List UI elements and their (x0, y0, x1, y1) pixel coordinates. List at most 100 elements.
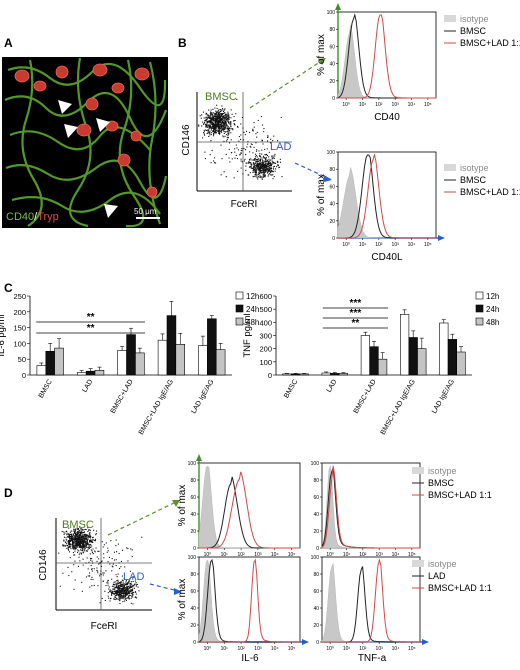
event-dot (262, 164, 264, 166)
event-dot (268, 169, 270, 171)
event-dot (206, 126, 208, 128)
event-dot (113, 583, 115, 585)
event-dot (231, 152, 233, 154)
event-dot (82, 544, 84, 546)
event-dot (73, 564, 75, 566)
event-dot (124, 589, 126, 591)
event-dot (74, 545, 76, 547)
event-dot (100, 561, 102, 563)
event-dot (207, 117, 209, 119)
event-dot (87, 543, 89, 545)
event-dot (276, 164, 278, 166)
event-dot (260, 116, 262, 118)
x-tick-label: 10⁰ (326, 552, 334, 558)
gate-label-bmsc-d: BMSC (62, 519, 94, 531)
event-dot (70, 540, 72, 542)
event-dot (71, 536, 73, 538)
event-dot (253, 170, 255, 172)
event-dot (279, 166, 281, 168)
event-dot (107, 582, 109, 584)
event-dot (122, 580, 124, 582)
event-dot (209, 124, 211, 126)
event-dot (204, 151, 206, 153)
event-dot (234, 148, 236, 150)
event-dot (89, 532, 91, 534)
event-dot (102, 546, 104, 548)
y-tick-label: 500 (259, 305, 272, 314)
bar-24h (126, 334, 136, 376)
event-dot (130, 548, 132, 550)
event-dot (245, 169, 247, 171)
event-dot (240, 152, 242, 154)
event-dot (209, 120, 211, 122)
event-dot (227, 121, 229, 123)
event-dot (104, 599, 106, 601)
event-dot (265, 156, 267, 158)
event-dot (248, 174, 250, 176)
event-dot (223, 126, 225, 128)
bar-12h (282, 373, 292, 376)
event-dot (118, 597, 120, 599)
event-dot (254, 168, 256, 170)
event-dot (233, 123, 235, 125)
event-dot (215, 114, 217, 116)
event-dot (68, 527, 70, 529)
event-dot (262, 162, 264, 164)
y-tick-label: 60 (329, 44, 335, 50)
event-dot (92, 541, 94, 543)
event-dot (111, 592, 113, 594)
event-dot (80, 541, 82, 543)
event-dot (268, 170, 270, 172)
event-dot (225, 121, 227, 123)
event-dot (217, 126, 219, 128)
y-tick-label: 40 (313, 512, 319, 518)
event-dot (75, 532, 77, 534)
category-label: BMSC+LAD (353, 379, 378, 415)
event-dot (75, 540, 77, 542)
event-dot (212, 126, 214, 128)
event-dot (211, 117, 213, 119)
event-dot (234, 119, 236, 121)
event-dot (264, 167, 266, 169)
event-dot (219, 127, 221, 129)
event-dot (126, 593, 128, 595)
x-axis-label: CD40L (371, 252, 403, 263)
event-dot (115, 574, 117, 576)
bar-48h (135, 352, 145, 376)
event-dot (253, 167, 255, 169)
event-dot (76, 544, 78, 546)
event-dot (259, 170, 261, 172)
event-dot (121, 596, 123, 598)
event-dot (121, 590, 123, 592)
event-dot (85, 535, 87, 537)
event-dot (78, 545, 80, 547)
event-dot (240, 123, 242, 125)
event-dot (225, 117, 227, 119)
event-dot (270, 138, 272, 140)
event-dot (222, 119, 224, 121)
event-dot (74, 554, 76, 556)
event-dot (83, 544, 85, 546)
event-dot (99, 573, 101, 575)
event-dot (223, 123, 225, 125)
event-dot (88, 529, 90, 531)
event-dot (118, 587, 120, 589)
event-dot (126, 592, 128, 594)
event-dot (223, 120, 225, 122)
legend-b1-bmsc: BMSC (460, 26, 487, 36)
event-dot (227, 133, 229, 135)
event-dot (234, 157, 236, 159)
event-dot (116, 576, 118, 578)
event-dot (227, 135, 229, 137)
event-dot (127, 587, 129, 589)
event-dot (120, 583, 122, 585)
event-dot (77, 531, 79, 533)
event-dot (122, 592, 124, 594)
event-dot (114, 588, 116, 590)
event-dot (88, 535, 90, 537)
event-dot (75, 540, 77, 542)
event-dot (257, 158, 259, 160)
event-dot (222, 116, 224, 118)
event-dot (207, 115, 209, 117)
